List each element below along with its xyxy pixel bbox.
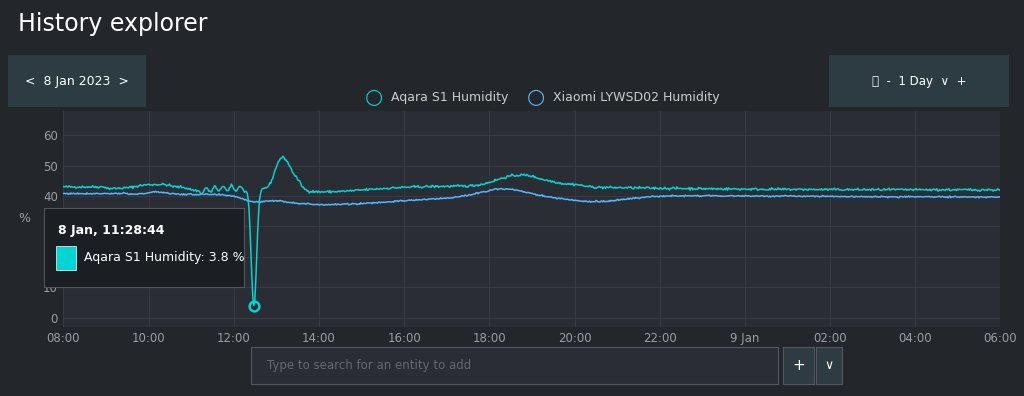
Text: ○: ○ [365, 87, 383, 107]
Text: %: % [18, 212, 30, 225]
Text: Aqara S1 Humidity: Aqara S1 Humidity [391, 91, 509, 103]
Text: Xiaomi LYWSD02 Humidity: Xiaomi LYWSD02 Humidity [553, 91, 720, 103]
Text: ○: ○ [526, 87, 545, 107]
Bar [56, 246, 76, 270]
Text: Aqara S1 Humidity: 3.8 %: Aqara S1 Humidity: 3.8 % [84, 251, 245, 264]
Text: ∨: ∨ [824, 359, 834, 372]
Text: 8 Jan, 11:28:44: 8 Jan, 11:28:44 [58, 224, 165, 236]
Text: <  8 Jan 2023  >: < 8 Jan 2023 > [26, 75, 129, 88]
Text: History explorer: History explorer [18, 12, 208, 36]
Text: +: + [793, 358, 805, 373]
Text: 🔍  -  1 Day  ∨  +: 🔍 - 1 Day ∨ + [871, 75, 967, 88]
Text: Type to search for an entity to add: Type to search for an entity to add [266, 359, 471, 372]
